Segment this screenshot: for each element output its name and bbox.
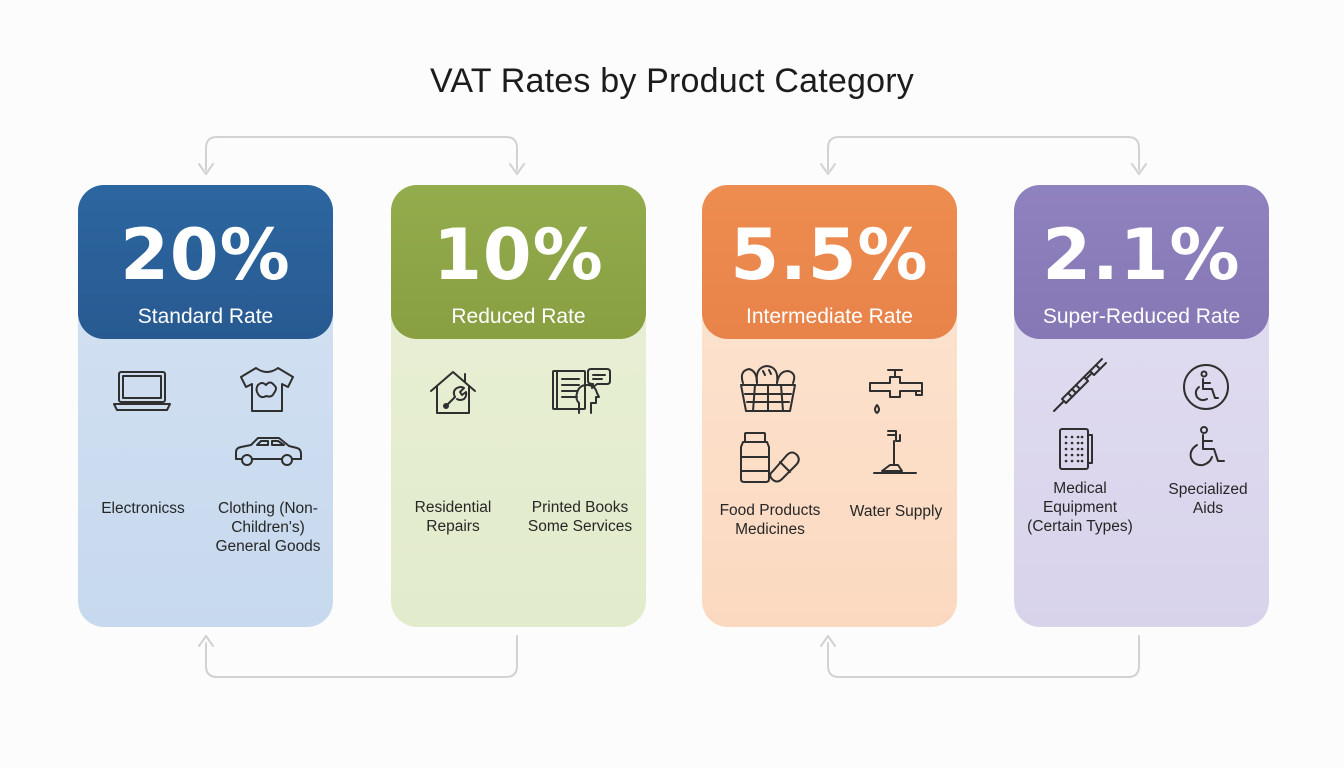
intermediate-rate-card: 5.5% Intermediate Rate Food Products Med… [702, 185, 957, 627]
diagram-title: VAT Rates by Product Category [430, 62, 914, 100]
category-label: Food Products Medicines [719, 502, 821, 538]
standard-rate-header: 20% Standard Rate [78, 185, 333, 339]
rate-name: Standard Rate [137, 305, 274, 328]
house-wrench-icon [430, 371, 476, 414]
category-label: Clothing (Non- Children's) General Goods [215, 500, 321, 555]
rate-value: 5.5% [730, 214, 929, 296]
intermediate-rate-header: 5.5% Intermediate Rate [702, 185, 957, 339]
category-label: Medical Equipment (Certain Types) [1027, 480, 1133, 535]
car-icon [235, 437, 302, 466]
t-shirt-icon [240, 367, 294, 412]
medicine-bottle-icon [740, 432, 800, 483]
connector-top-right [827, 136, 1140, 171]
bread-basket-icon [740, 365, 796, 412]
syringe-icon [1053, 358, 1107, 412]
category-label: Water Supply [849, 503, 943, 520]
super-reduced-rate-header: 2.1% Super-Reduced Rate [1014, 185, 1269, 339]
rate-value: 10% [433, 214, 604, 296]
category-label: Specialized Aids [1168, 481, 1248, 517]
water-faucet-icon [873, 430, 917, 474]
reduced-rate-card: 10% Reduced Rate Residential Repairs Pri… [391, 185, 646, 627]
water-tap-icon [869, 369, 923, 414]
accessibility-icon [1183, 364, 1229, 410]
medical-device-icon [1059, 428, 1093, 470]
connector-top-left [205, 136, 518, 171]
rate-value: 20% [120, 214, 291, 296]
category-label: Printed Books Some Services [527, 499, 633, 535]
connector-bottom-left [205, 635, 518, 678]
book-speech-icon [552, 368, 611, 414]
rate-name: Intermediate Rate [746, 305, 913, 328]
standard-rate-card: 20% Standard Rate Electronicss Clothing … [78, 185, 333, 627]
reduced-rate-header: 10% Reduced Rate [391, 185, 646, 339]
category-label: Residential Repairs [414, 499, 492, 535]
connector-bottom-right [827, 635, 1140, 678]
super-reduced-rate-card: 2.1% Super-Reduced Rate Medical Equip [1014, 185, 1269, 627]
laptop-icon [113, 371, 171, 411]
rate-value: 2.1% [1042, 214, 1241, 296]
wheelchair-icon [1189, 426, 1225, 467]
rate-name: Super-Reduced Rate [1042, 305, 1241, 328]
rate-name: Reduced Rate [451, 305, 586, 328]
category-label: Electronicss [101, 500, 185, 517]
